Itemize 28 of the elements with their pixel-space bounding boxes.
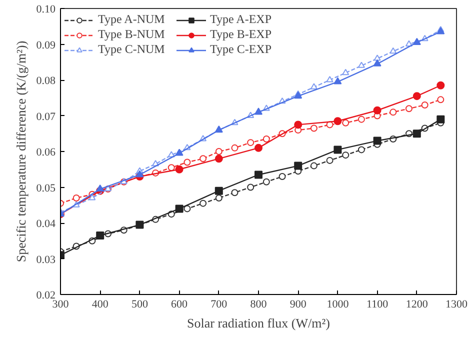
x-tick-label: 700: [210, 298, 228, 310]
y-tick-label: 0.05: [36, 182, 56, 194]
legend-label: Type A-EXP: [210, 12, 272, 27]
legend-label: Type C-EXP: [210, 42, 272, 57]
y-tick-label: 0.10: [36, 4, 56, 16]
legend-label: Type C-NUM: [98, 42, 166, 57]
y-tick-label: 0.08: [36, 75, 56, 87]
x-axis-title: Solar radiation flux (W/m²): [187, 316, 330, 330]
x-tick-label: 1000: [326, 298, 350, 310]
x-tick-label: 600: [171, 298, 188, 310]
y-tick-label: 0.04: [36, 218, 56, 230]
y-tick-label: 0.03: [36, 254, 56, 266]
legend-label: Type B-NUM: [98, 27, 166, 42]
x-tick-label: 500: [131, 298, 148, 310]
y-tick-label: 0.07: [36, 110, 56, 123]
x-tick-label: 900: [290, 298, 307, 310]
x-tick-label: 1300: [446, 298, 468, 310]
x-tick-label: 400: [92, 298, 109, 310]
legend-label: Type A-NUM: [98, 12, 166, 27]
y-tick-label: 0.06: [36, 146, 56, 158]
x-tick-label: 1200: [406, 298, 428, 310]
legend-label: Type B-EXP: [210, 27, 272, 42]
x-tick-label: 300: [52, 298, 70, 310]
x-tick-label: 800: [250, 298, 268, 310]
x-tick-label: 1100: [366, 298, 389, 310]
y-axis-title: Specific temperature difference (K/(g/m²)): [13, 40, 28, 262]
y-tick-label: 0.02: [36, 290, 56, 302]
y-tick-label: 0.09: [36, 39, 56, 52]
